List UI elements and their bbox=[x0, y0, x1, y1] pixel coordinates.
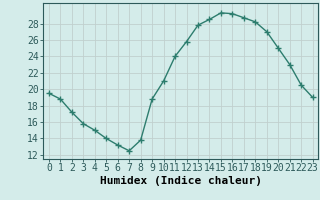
X-axis label: Humidex (Indice chaleur): Humidex (Indice chaleur) bbox=[100, 176, 262, 186]
